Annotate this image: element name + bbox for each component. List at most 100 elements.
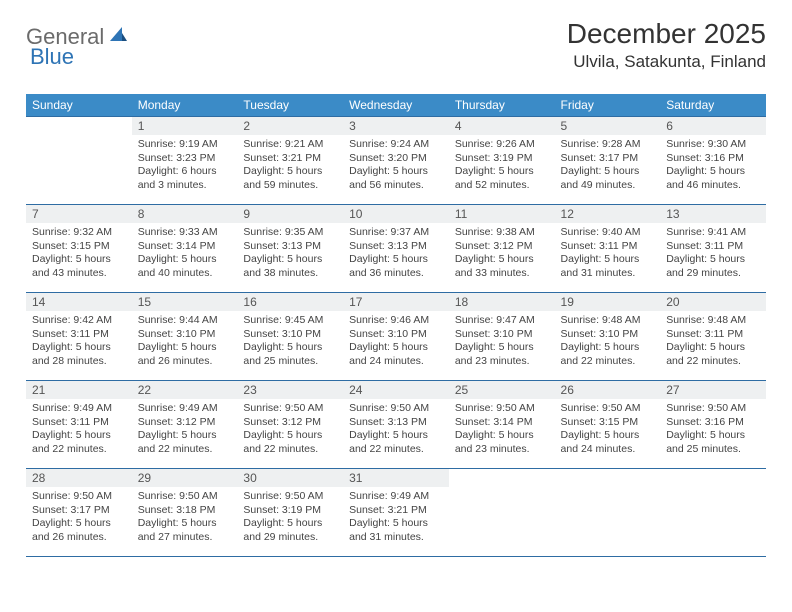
sunset-text: Sunset: 3:14 PM [455, 416, 549, 430]
sunset-text: Sunset: 3:15 PM [32, 240, 126, 254]
day-cell: 31Sunrise: 9:49 AMSunset: 3:21 PMDayligh… [343, 469, 449, 557]
day-body: Sunrise: 9:47 AMSunset: 3:10 PMDaylight:… [449, 311, 555, 375]
sunset-text: Sunset: 3:21 PM [243, 152, 337, 166]
day-cell [26, 117, 132, 205]
sunset-text: Sunset: 3:19 PM [455, 152, 549, 166]
day-body: Sunrise: 9:50 AMSunset: 3:16 PMDaylight:… [660, 399, 766, 463]
sunset-text: Sunset: 3:11 PM [666, 240, 760, 254]
day-body: Sunrise: 9:38 AMSunset: 3:12 PMDaylight:… [449, 223, 555, 287]
sunrise-text: Sunrise: 9:49 AM [138, 402, 232, 416]
day-body: Sunrise: 9:50 AMSunset: 3:14 PMDaylight:… [449, 399, 555, 463]
day-number: 31 [343, 469, 449, 487]
day-number: 14 [26, 293, 132, 311]
day-number: 9 [237, 205, 343, 223]
logo-blue-wrap: Blue [30, 44, 74, 70]
week-row: 7Sunrise: 9:32 AMSunset: 3:15 PMDaylight… [26, 205, 766, 293]
day-body: Sunrise: 9:48 AMSunset: 3:10 PMDaylight:… [555, 311, 661, 375]
sunrise-text: Sunrise: 9:30 AM [666, 138, 760, 152]
day-number: 13 [660, 205, 766, 223]
sunrise-text: Sunrise: 9:48 AM [561, 314, 655, 328]
day-body: Sunrise: 9:49 AMSunset: 3:12 PMDaylight:… [132, 399, 238, 463]
daylight-text: Daylight: 5 hours and 49 minutes. [561, 165, 655, 192]
daylight-text: Daylight: 5 hours and 22 minutes. [349, 429, 443, 456]
sunset-text: Sunset: 3:13 PM [243, 240, 337, 254]
day-cell: 22Sunrise: 9:49 AMSunset: 3:12 PMDayligh… [132, 381, 238, 469]
sunrise-text: Sunrise: 9:42 AM [32, 314, 126, 328]
day-cell [449, 469, 555, 557]
daylight-text: Daylight: 5 hours and 31 minutes. [561, 253, 655, 280]
day-cell: 30Sunrise: 9:50 AMSunset: 3:19 PMDayligh… [237, 469, 343, 557]
day-body: Sunrise: 9:45 AMSunset: 3:10 PMDaylight:… [237, 311, 343, 375]
day-number: 27 [660, 381, 766, 399]
day-body: Sunrise: 9:33 AMSunset: 3:14 PMDaylight:… [132, 223, 238, 287]
day-body: Sunrise: 9:50 AMSunset: 3:12 PMDaylight:… [237, 399, 343, 463]
day-cell: 3Sunrise: 9:24 AMSunset: 3:20 PMDaylight… [343, 117, 449, 205]
sunset-text: Sunset: 3:12 PM [243, 416, 337, 430]
daylight-text: Daylight: 5 hours and 29 minutes. [243, 517, 337, 544]
sunset-text: Sunset: 3:13 PM [349, 416, 443, 430]
sunset-text: Sunset: 3:11 PM [32, 328, 126, 342]
daylight-text: Daylight: 5 hours and 59 minutes. [243, 165, 337, 192]
day-cell: 8Sunrise: 9:33 AMSunset: 3:14 PMDaylight… [132, 205, 238, 293]
day-number: 5 [555, 117, 661, 135]
sunset-text: Sunset: 3:11 PM [32, 416, 126, 430]
sunrise-text: Sunrise: 9:19 AM [138, 138, 232, 152]
day-body: Sunrise: 9:41 AMSunset: 3:11 PMDaylight:… [660, 223, 766, 287]
sunset-text: Sunset: 3:23 PM [138, 152, 232, 166]
daylight-text: Daylight: 5 hours and 36 minutes. [349, 253, 443, 280]
sunrise-text: Sunrise: 9:33 AM [138, 226, 232, 240]
day-number: 4 [449, 117, 555, 135]
weekday-header: Monday [132, 94, 238, 117]
day-cell: 26Sunrise: 9:50 AMSunset: 3:15 PMDayligh… [555, 381, 661, 469]
daylight-text: Daylight: 5 hours and 29 minutes. [666, 253, 760, 280]
day-number: 26 [555, 381, 661, 399]
day-body: Sunrise: 9:32 AMSunset: 3:15 PMDaylight:… [26, 223, 132, 287]
sunrise-text: Sunrise: 9:50 AM [243, 402, 337, 416]
day-cell: 14Sunrise: 9:42 AMSunset: 3:11 PMDayligh… [26, 293, 132, 381]
daylight-text: Daylight: 5 hours and 46 minutes. [666, 165, 760, 192]
day-number: 29 [132, 469, 238, 487]
daylight-text: Daylight: 5 hours and 25 minutes. [243, 341, 337, 368]
day-cell: 17Sunrise: 9:46 AMSunset: 3:10 PMDayligh… [343, 293, 449, 381]
day-body: Sunrise: 9:50 AMSunset: 3:19 PMDaylight:… [237, 487, 343, 551]
day-number: 22 [132, 381, 238, 399]
sunrise-text: Sunrise: 9:38 AM [455, 226, 549, 240]
sunset-text: Sunset: 3:19 PM [243, 504, 337, 518]
day-cell: 19Sunrise: 9:48 AMSunset: 3:10 PMDayligh… [555, 293, 661, 381]
day-cell: 4Sunrise: 9:26 AMSunset: 3:19 PMDaylight… [449, 117, 555, 205]
week-row: 28Sunrise: 9:50 AMSunset: 3:17 PMDayligh… [26, 469, 766, 557]
day-number: 17 [343, 293, 449, 311]
sunrise-text: Sunrise: 9:50 AM [243, 490, 337, 504]
sunrise-text: Sunrise: 9:35 AM [243, 226, 337, 240]
week-row: 1Sunrise: 9:19 AMSunset: 3:23 PMDaylight… [26, 117, 766, 205]
day-body: Sunrise: 9:21 AMSunset: 3:21 PMDaylight:… [237, 135, 343, 199]
daylight-text: Daylight: 5 hours and 24 minutes. [561, 429, 655, 456]
day-cell: 13Sunrise: 9:41 AMSunset: 3:11 PMDayligh… [660, 205, 766, 293]
sunrise-text: Sunrise: 9:50 AM [561, 402, 655, 416]
day-number [449, 469, 555, 487]
sunset-text: Sunset: 3:17 PM [561, 152, 655, 166]
day-cell: 28Sunrise: 9:50 AMSunset: 3:17 PMDayligh… [26, 469, 132, 557]
day-number: 18 [449, 293, 555, 311]
month-title: December 2025 [567, 18, 766, 50]
day-cell: 2Sunrise: 9:21 AMSunset: 3:21 PMDaylight… [237, 117, 343, 205]
sunrise-text: Sunrise: 9:41 AM [666, 226, 760, 240]
sunrise-text: Sunrise: 9:50 AM [32, 490, 126, 504]
daylight-text: Daylight: 5 hours and 27 minutes. [138, 517, 232, 544]
sunset-text: Sunset: 3:16 PM [666, 416, 760, 430]
sunset-text: Sunset: 3:13 PM [349, 240, 443, 254]
day-cell: 9Sunrise: 9:35 AMSunset: 3:13 PMDaylight… [237, 205, 343, 293]
daylight-text: Daylight: 5 hours and 22 minutes. [666, 341, 760, 368]
day-body: Sunrise: 9:49 AMSunset: 3:11 PMDaylight:… [26, 399, 132, 463]
day-cell: 20Sunrise: 9:48 AMSunset: 3:11 PMDayligh… [660, 293, 766, 381]
day-number: 2 [237, 117, 343, 135]
sunset-text: Sunset: 3:11 PM [666, 328, 760, 342]
sunrise-text: Sunrise: 9:50 AM [349, 402, 443, 416]
day-number: 6 [660, 117, 766, 135]
daylight-text: Daylight: 5 hours and 22 minutes. [243, 429, 337, 456]
day-body: Sunrise: 9:28 AMSunset: 3:17 PMDaylight:… [555, 135, 661, 199]
location: Ulvila, Satakunta, Finland [567, 52, 766, 72]
sunrise-text: Sunrise: 9:24 AM [349, 138, 443, 152]
sunset-text: Sunset: 3:17 PM [32, 504, 126, 518]
weekday-header: Tuesday [237, 94, 343, 117]
